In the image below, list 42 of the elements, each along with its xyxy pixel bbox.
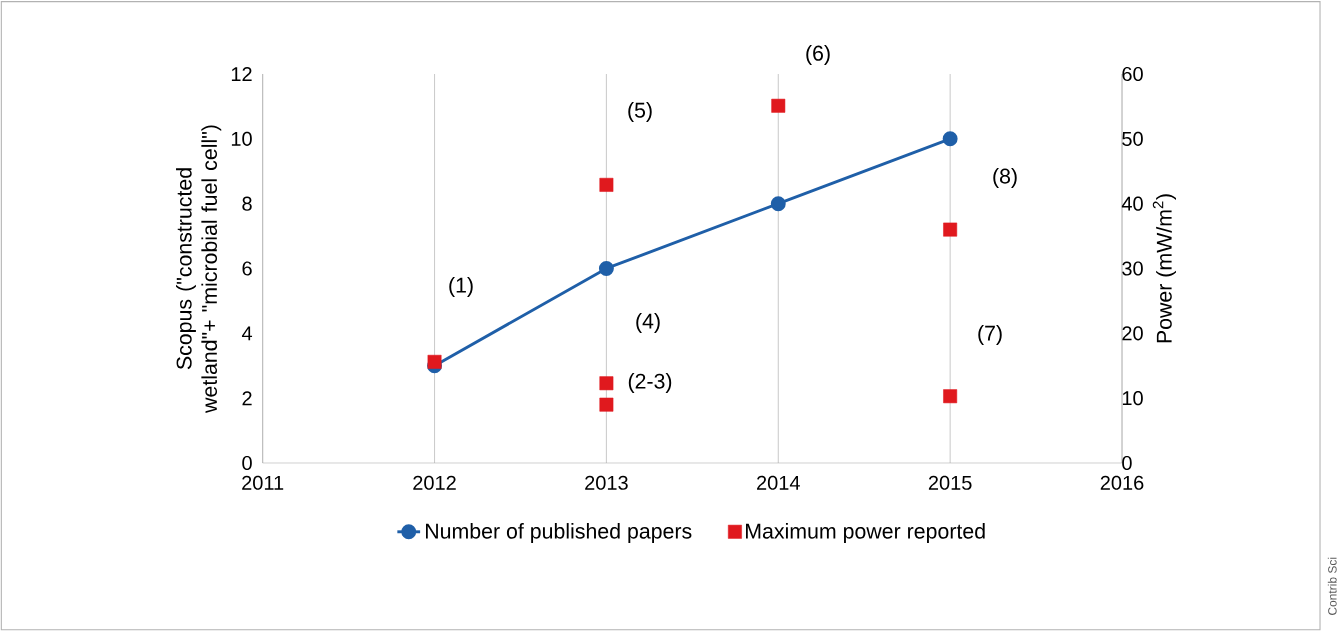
y-axis-title: Scopus ("constructed wetland"+ "microbial fuel cell") — [176, 125, 222, 413]
x-tick-label: 2013 — [585, 475, 628, 490]
y-tick-label: 6 — [242, 261, 252, 276]
annotation: (2-3) — [628, 373, 672, 393]
text: (6) — [806, 45, 830, 65]
x-tick-label: 2016 — [1100, 475, 1144, 490]
y2-tick-label: 40 — [1121, 196, 1143, 211]
annotation: (1) — [449, 277, 473, 297]
point — [599, 397, 614, 412]
y2-tick-label: 50 — [1122, 131, 1143, 146]
point — [943, 222, 958, 237]
annotation: (7) — [978, 325, 1002, 345]
y2-tick-label: 30 — [1122, 261, 1143, 276]
y-tick-label: 12 — [231, 67, 252, 81]
y2-axis-title: Power (mW/m$^{2}$) — [1152, 194, 1176, 343]
y-tick-label: 0 — [242, 455, 252, 471]
y-tick-label: 8 — [242, 196, 252, 211]
y2-tick-label: 20 — [1122, 326, 1143, 341]
x-tick-label: 2014 — [757, 475, 800, 490]
y-tick-label: 2 — [242, 391, 252, 406]
legend-label: Maximum power reported — [746, 523, 985, 543]
y-tick-label: 4 — [241, 326, 253, 341]
point — [942, 131, 958, 147]
point — [943, 389, 958, 404]
point — [771, 98, 786, 113]
point — [599, 177, 614, 192]
point — [599, 376, 614, 391]
annotation: (5) — [628, 102, 652, 122]
text: Contrib Sci — [1327, 557, 1337, 616]
point — [427, 354, 442, 369]
legend-label: Number of published papers — [426, 523, 692, 543]
x-tick-label: 2011 — [242, 475, 284, 490]
x-tick-label: 2015 — [928, 475, 972, 490]
y2-tick-label: 60 — [1122, 66, 1143, 82]
point — [770, 196, 786, 212]
point — [598, 261, 614, 276]
annotation: (4) — [636, 313, 660, 333]
y2-tick-label: 0 — [1122, 455, 1132, 471]
annotation: (8) — [993, 168, 1017, 188]
y2-tick-label: 10 — [1122, 391, 1143, 406]
x-tick-label: 2012 — [413, 475, 456, 490]
y-tick-label: 10 — [231, 131, 252, 146]
